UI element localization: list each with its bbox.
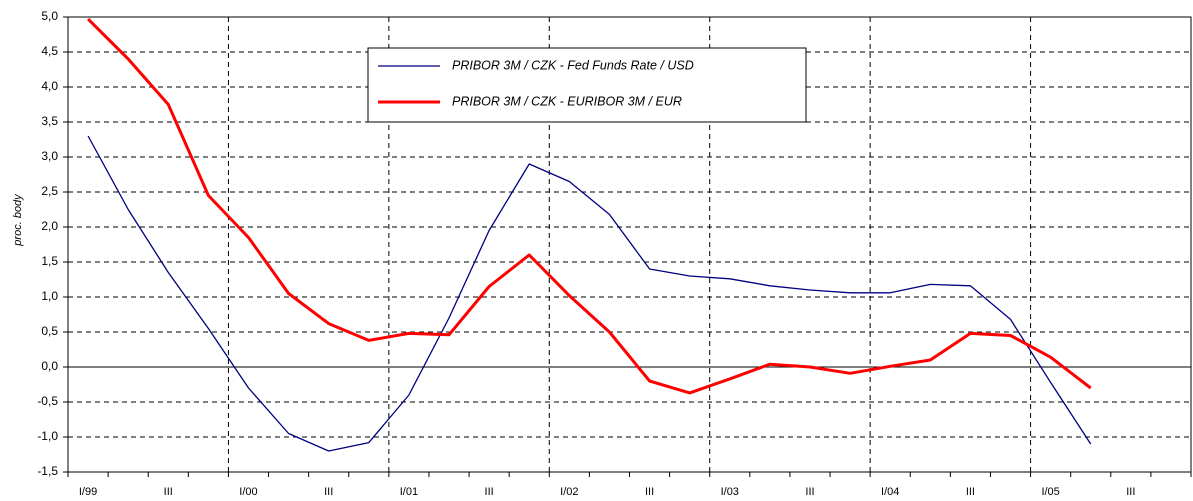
legend — [367, 47, 807, 123]
y-tick-label: 5,0 — [41, 9, 58, 23]
x-tick-label: I/00 — [239, 486, 257, 498]
y-tick-label: 4,0 — [41, 79, 58, 93]
y-tick-label: 3,5 — [41, 114, 58, 128]
y-tick-label: 1,0 — [41, 289, 58, 303]
series-line — [87, 135, 1092, 452]
y-axis-label: proc. body — [12, 193, 24, 247]
y-tick-label: -1,0 — [37, 429, 58, 443]
x-tick-label: I/01 — [400, 486, 418, 498]
y-tick-label: 2,0 — [41, 219, 58, 233]
y-tick-label: -0,5 — [37, 394, 58, 408]
x-tick-label: III — [324, 486, 333, 498]
x-tick-label: I/03 — [721, 486, 739, 498]
x-tick-label: I/05 — [1041, 486, 1059, 498]
x-tick-label: I/99 — [79, 486, 97, 498]
x-tick-label: III — [805, 486, 814, 498]
y-tick-label: 4,5 — [41, 44, 58, 58]
x-tick-label: I/04 — [881, 486, 899, 498]
y-tick-label: -1,5 — [37, 464, 58, 478]
y-tick-label: 0,0 — [41, 359, 58, 373]
x-tick-label: III — [164, 486, 173, 498]
series-line — [87, 18, 1092, 395]
x-tick-label: III — [485, 486, 494, 498]
y-tick-label: 0,5 — [41, 324, 58, 338]
x-tick-label: III — [966, 486, 975, 498]
x-tick-label: III — [645, 486, 654, 498]
y-tick-label: 2,5 — [41, 184, 58, 198]
x-tick-label: III — [1126, 486, 1135, 498]
x-tick-label: I/02 — [560, 486, 578, 498]
y-tick-label: 1,5 — [41, 254, 58, 268]
y-tick-label: 3,0 — [41, 149, 58, 163]
legend-label: PRIBOR 3M / CZK - EURIBOR 3M / EUR — [452, 94, 682, 108]
legend-label: PRIBOR 3M / CZK - Fed Funds Rate / USD — [452, 58, 694, 72]
